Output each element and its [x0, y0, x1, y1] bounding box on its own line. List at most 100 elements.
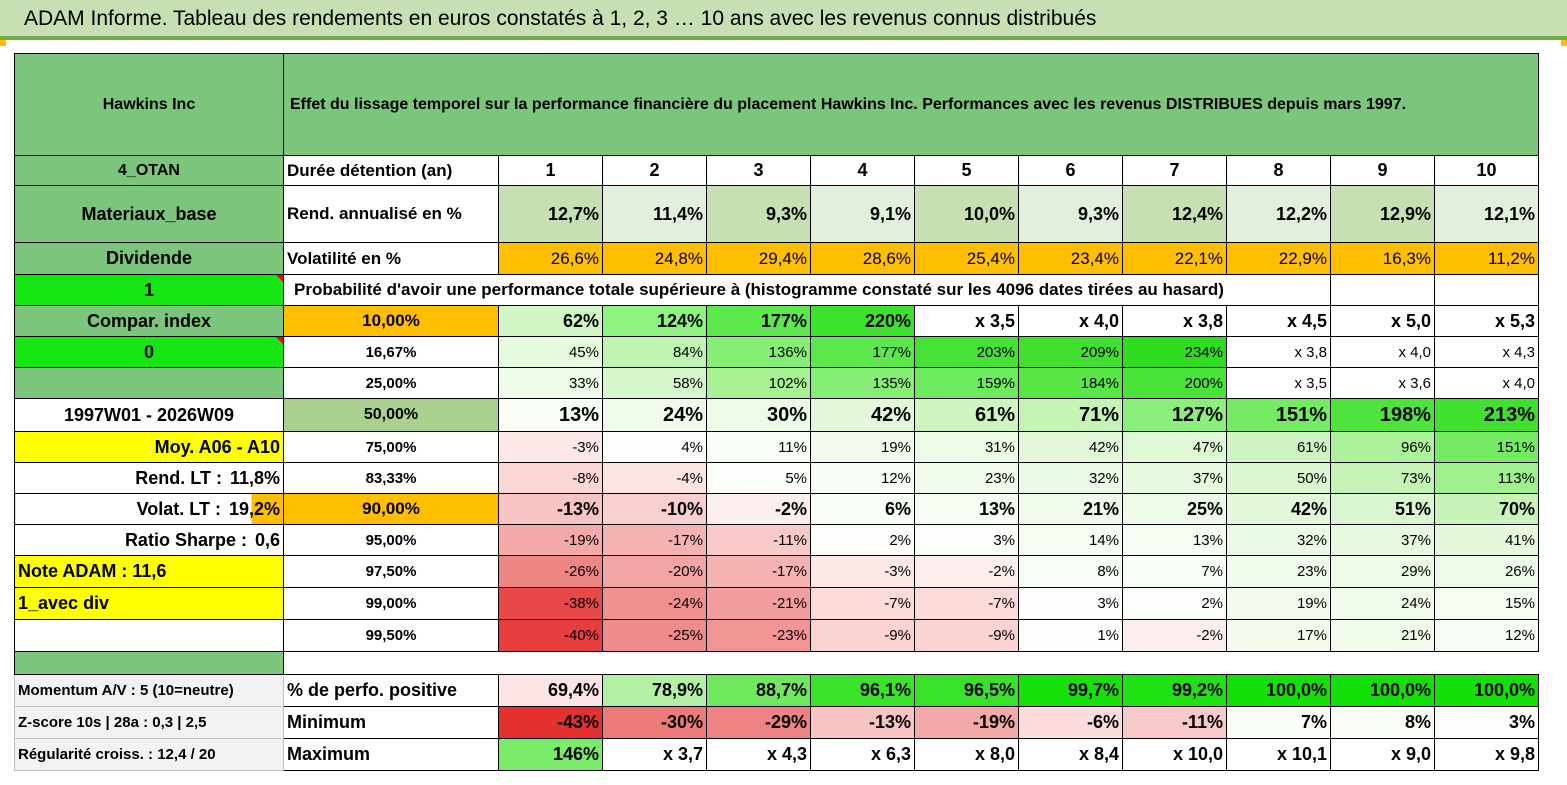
empty-cell — [14, 619, 284, 652]
prob-row: Note ADAM : 11,6 97,50% -26% -20% -17% -3% -2%… — [14, 555, 1539, 588]
prob-value: x 5,0 — [1330, 305, 1435, 337]
prob-value: x 4,0 — [1018, 305, 1123, 337]
prob-value: 61% — [1226, 431, 1331, 463]
prob-row: Compar. index 10,00% 62% 124% 177% 220% x 3,5 x… — [14, 305, 1539, 337]
pos-value: 69,4% — [498, 674, 603, 707]
rend-value: 12,1% — [1434, 185, 1539, 243]
prob-value: -9% — [914, 619, 1019, 652]
summary-row: Z-score 10s | 28a : 0,3 | 2,5 Minimum -43%… — [14, 706, 1539, 739]
prob-value: 124% — [602, 305, 707, 337]
vol-value: 23,4% — [1018, 242, 1123, 275]
prob-value: 13% — [914, 493, 1019, 525]
min-value: -11% — [1122, 706, 1227, 739]
year-header: 5 — [914, 155, 1019, 186]
prob-value: -19% — [498, 524, 603, 556]
prob-row: 1997W01 - 2026W09 50,00% 13% 24% 30% 42% 61% 71… — [14, 398, 1539, 432]
prob-value: 200% — [1122, 367, 1227, 399]
vol-value: 25,4% — [914, 242, 1019, 275]
prob-row: Rend. LT : 11,8% 83,33% -8% -4% 5% 12% 23% 32% 37… — [14, 462, 1539, 494]
year-header: 8 — [1226, 155, 1331, 186]
year-header: 7 — [1122, 155, 1227, 186]
vol-value: 22,9% — [1226, 242, 1331, 275]
momentum-label: Momentum A/V : 5 (10=neutre) — [14, 674, 284, 707]
zscore-label: Z-score 10s | 28a : 0,3 | 2,5 — [14, 706, 284, 739]
description-text: Effet du lissage temporel sur la perform… — [283, 53, 1539, 156]
spacer-row — [14, 651, 1539, 675]
summary-row: Momentum A/V : 5 (10=neutre)% de perfo. … — [14, 674, 1539, 707]
prob-value: 71% — [1018, 398, 1123, 432]
prob-header-row: 1 Probabilité d'avoir une performance to… — [14, 274, 1539, 306]
prob-value: 42% — [1226, 493, 1331, 525]
prob-label: Probabilité d'avoir une performance tota… — [283, 274, 1331, 306]
sharpe-ratio: Ratio Sharpe : 0,6 — [14, 524, 284, 556]
min-value: 7% — [1226, 706, 1331, 739]
prob-value: 30% — [706, 398, 811, 432]
duree-label: Durée détention (an) — [283, 155, 499, 186]
prob-value: 37% — [1330, 524, 1435, 556]
prob-value: -40% — [498, 619, 603, 652]
min-value: 3% — [1434, 706, 1539, 739]
prob-value: 136% — [706, 336, 811, 368]
prob-value: 19% — [1226, 587, 1331, 620]
threshold-pct: 25,00% — [283, 367, 499, 399]
max-value: x 8,4 — [1018, 738, 1123, 771]
prob-value: -7% — [810, 587, 915, 620]
empty-cell — [1434, 274, 1539, 306]
prob-value: 50% — [1226, 462, 1331, 494]
threshold-pct: 75,00% — [283, 431, 499, 463]
prob-value: x 5,3 — [1434, 305, 1539, 337]
volat-lt-label: Volat. LT : — [136, 498, 221, 519]
threshold-pct: 97,50% — [283, 555, 499, 588]
rend-value: 12,7% — [498, 185, 603, 243]
prob-value: x 3,8 — [1226, 336, 1331, 368]
max-value: x 9,8 — [1434, 738, 1539, 771]
years-row: 4_OTAN Durée détention (an) 1 2 3 4 5 6 7 8 9 10 — [14, 155, 1539, 186]
prob-value: -9% — [810, 619, 915, 652]
threshold-pct: 90,00% — [283, 493, 499, 525]
prob-value: 23% — [914, 462, 1019, 494]
prob-value: 32% — [1018, 462, 1123, 494]
selection-handle-icon — [0, 40, 6, 46]
max-label: Maximum — [283, 738, 499, 771]
prob-value: 31% — [914, 431, 1019, 463]
empty-cell — [284, 652, 1539, 675]
prob-value: -17% — [602, 524, 707, 556]
pos-value: 96,5% — [914, 674, 1019, 707]
prob-value: -4% — [602, 462, 707, 494]
prob-value: x 4,0 — [1434, 367, 1539, 399]
min-value: -6% — [1018, 706, 1123, 739]
prob-value: 5% — [706, 462, 811, 494]
report-title: ADAM Informe. Tableau des rendements en … — [24, 7, 1097, 30]
rend-value: 12,9% — [1330, 185, 1435, 243]
prob-row: 99,50% -40% -25% -23% -9% -9% 1% -2% 17% 21% 12% — [14, 619, 1539, 652]
prob-value: 33% — [498, 367, 603, 399]
year-header: 2 — [602, 155, 707, 186]
year-header: 10 — [1434, 155, 1539, 186]
rend-lt: Rend. LT : 11,8% — [14, 462, 284, 494]
prob-value: 96% — [1330, 431, 1435, 463]
prob-value: 24% — [602, 398, 707, 432]
volat-lt: Volat. LT : 19,2% — [14, 493, 284, 525]
prob-value: -11% — [706, 524, 811, 556]
prob-value: 61% — [914, 398, 1019, 432]
rend-value: 9,3% — [1018, 185, 1123, 243]
prob-value: x 3,5 — [914, 305, 1019, 337]
prob-value: 41% — [1434, 524, 1539, 556]
prob-row: Ratio Sharpe :0,6 95,00% -19% -17% -11% 2% 3% 1… — [14, 524, 1539, 556]
sector-label: Materiaux_base — [14, 185, 284, 243]
pos-value: 96,1% — [810, 674, 915, 707]
prob-value: 2% — [1122, 587, 1227, 620]
min-value: -29% — [706, 706, 811, 739]
pos-value: 99,7% — [1018, 674, 1123, 707]
prob-value: x 4,3 — [1434, 336, 1539, 368]
prob-value: 159% — [914, 367, 1019, 399]
flag-zero: 0 — [14, 336, 284, 368]
prob-value: 47% — [1122, 431, 1227, 463]
prob-value: -3% — [498, 431, 603, 463]
year-header: 9 — [1330, 155, 1435, 186]
prob-value: 4% — [602, 431, 707, 463]
prob-value: 11% — [706, 431, 811, 463]
compar-label: Compar. index — [14, 305, 284, 337]
prob-value: -3% — [810, 555, 915, 588]
prob-value: 29% — [1330, 555, 1435, 588]
